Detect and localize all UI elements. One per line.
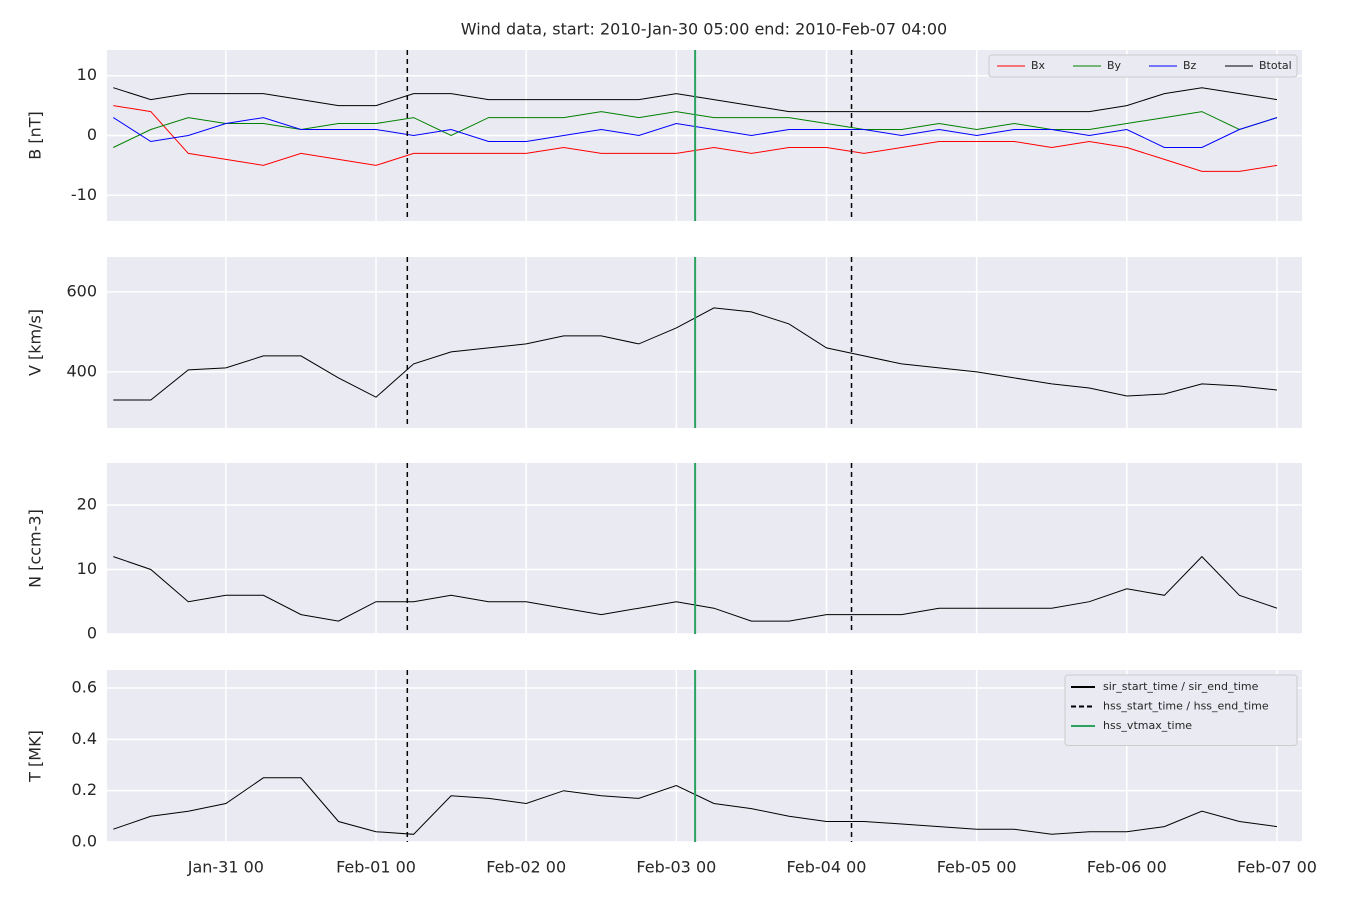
x-tick-label: Feb-05 00 [937,858,1017,877]
plot-background [107,463,1302,634]
x-tick-label: Feb-07 00 [1237,858,1317,877]
legend-box [1064,674,1298,746]
y-axis-label: V [km/s] [26,309,45,376]
y-axis-label: N [ccm-3] [26,509,45,588]
y-tick-label: 400 [66,361,97,380]
x-tick-label: Jan-31 00 [187,858,264,877]
legend-label: Bx [1031,59,1046,72]
y-tick-label: 0.4 [72,729,97,748]
legend-label: hss_start_time / hss_end_time [1103,700,1269,713]
legend-label: By [1107,59,1122,72]
y-tick-label: 10 [77,559,97,578]
y-tick-label: -10 [71,185,97,204]
y-axis-label: T [MK] [26,730,45,783]
legend-label: Bz [1183,59,1197,72]
legend-box [988,54,1298,78]
x-tick-label: Feb-02 00 [486,858,566,877]
x-tick-label: Feb-04 00 [787,858,867,877]
y-tick-label: 0 [87,624,97,643]
y-tick-label: 20 [77,494,97,513]
plot-background [107,257,1302,428]
legend-label: Btotal [1259,59,1292,72]
x-tick-label: Feb-06 00 [1087,858,1167,877]
y-tick-label: 0 [87,125,97,144]
x-tick-label: Feb-01 00 [336,858,416,877]
x-tick-label: Feb-03 00 [636,858,716,877]
y-tick-label: 0.0 [72,832,97,851]
legend-label: sir_start_time / sir_end_time [1103,680,1259,693]
chart-title: Wind data, start: 2010-Jan-30 05:00 end:… [461,20,947,39]
y-tick-label: 600 [66,281,97,300]
y-tick-label: 0.6 [72,677,97,696]
y-tick-label: 0.2 [72,780,97,799]
y-tick-label: 10 [77,65,97,84]
legend-label: hss_vtmax_time [1103,719,1192,732]
y-axis-label: B [nT] [26,111,45,159]
